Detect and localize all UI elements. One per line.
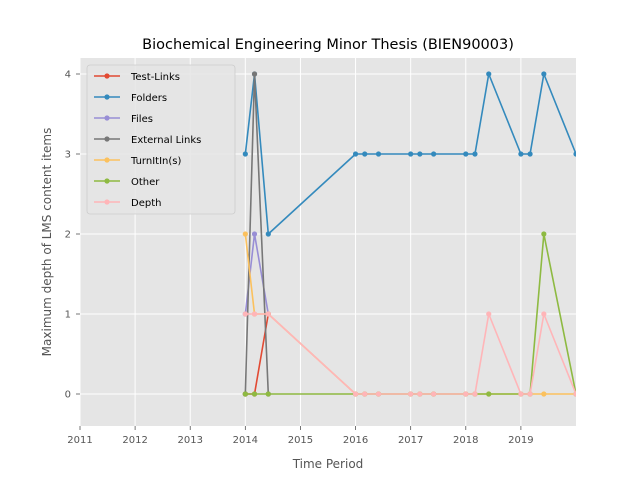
- legend-label: Files: [131, 114, 153, 125]
- legend-swatch-marker: [104, 115, 110, 121]
- legend-swatch-marker: [104, 178, 110, 184]
- y-tick-label: 1: [65, 310, 71, 321]
- data-point: [417, 391, 423, 397]
- y-tick-label: 0: [65, 390, 71, 401]
- data-point: [463, 391, 469, 397]
- data-point: [486, 71, 492, 77]
- data-point: [362, 151, 368, 157]
- legend-swatch-marker: [104, 136, 110, 142]
- data-point: [463, 151, 469, 157]
- data-point: [573, 391, 576, 397]
- legend-swatch-marker: [104, 199, 110, 205]
- legend-label: TurnItIn(s): [130, 156, 181, 167]
- data-point: [251, 71, 258, 77]
- data-point: [362, 391, 368, 397]
- series-depth: [242, 311, 576, 397]
- data-point: [251, 391, 258, 397]
- data-point: [417, 151, 423, 157]
- x-tick-label: 2015: [288, 435, 313, 446]
- data-point: [541, 391, 547, 397]
- data-point: [352, 391, 359, 397]
- data-point: [527, 391, 533, 397]
- data-point: [251, 231, 258, 237]
- data-point: [431, 151, 437, 157]
- data-point: [242, 311, 248, 317]
- data-point: [573, 151, 576, 157]
- legend-box: [86, 64, 236, 215]
- y-tick-label: 2: [65, 230, 71, 241]
- x-axis-label: Time Period: [292, 457, 364, 471]
- series-line: [245, 313, 576, 395]
- y-tick-label: 3: [65, 150, 71, 161]
- y-axis-label: Maximum depth of LMS content items: [40, 128, 54, 357]
- data-point: [541, 231, 547, 237]
- x-tick-label: 2019: [508, 435, 533, 446]
- chart-title: Biochemical Engineering Minor Thesis (BI…: [142, 37, 514, 53]
- data-point: [242, 391, 248, 397]
- x-tick-label: 2014: [233, 435, 258, 446]
- x-tick-label: 2016: [343, 435, 368, 446]
- y-axis-ticks: 0 1 2 3 4: [65, 70, 80, 401]
- data-point: [251, 311, 258, 317]
- legend-item: Files: [94, 114, 153, 125]
- data-point: [375, 151, 382, 157]
- data-point: [265, 311, 271, 317]
- data-point: [242, 151, 248, 157]
- y-tick-label: 4: [65, 70, 71, 81]
- x-tick-label: 2013: [177, 435, 202, 446]
- legend-label: Other: [131, 177, 160, 188]
- data-point: [375, 391, 382, 397]
- legend-label: Depth: [131, 198, 161, 209]
- data-point: [472, 151, 478, 157]
- data-point: [265, 391, 271, 397]
- data-point: [541, 71, 547, 77]
- data-point: [486, 311, 492, 317]
- data-point: [352, 151, 359, 157]
- legend-swatch-marker: [104, 94, 110, 100]
- data-point: [472, 391, 478, 397]
- series-folders: [242, 71, 576, 237]
- x-tick-label: 2018: [453, 435, 478, 446]
- legend-swatch-marker: [104, 157, 110, 163]
- legend-item: External Links: [94, 135, 201, 146]
- x-tick-label: 2011: [67, 435, 92, 446]
- data-point: [265, 231, 271, 237]
- legend: Test-Links Folders Files External Links Turn…: [86, 64, 236, 215]
- legend-swatch-marker: [104, 73, 110, 79]
- x-axis-ticks: 2011 2012 2013 2014 2015 2016 2017 2018 2019: [67, 426, 534, 446]
- series-line: [244, 73, 576, 235]
- data-point: [541, 311, 547, 317]
- legend-label: Folders: [131, 93, 167, 104]
- data-point: [527, 151, 533, 157]
- legend-item: Test-Links: [94, 72, 180, 83]
- legend-label: External Links: [131, 135, 201, 146]
- x-tick-label: 2017: [398, 435, 423, 446]
- data-point: [408, 391, 414, 397]
- data-point: [408, 151, 414, 157]
- legend-label: Test-Links: [130, 72, 180, 83]
- legend-item: Depth: [94, 198, 161, 209]
- x-tick-label: 2012: [122, 435, 147, 446]
- data-point: [242, 231, 248, 237]
- data-point: [518, 151, 524, 157]
- data-point: [486, 391, 492, 397]
- legend-item: Folders: [94, 93, 167, 104]
- legend-item: TurnItIn(s): [94, 156, 181, 167]
- data-point: [518, 391, 524, 397]
- series-layer: [242, 71, 576, 397]
- legend-item: Other: [94, 177, 160, 188]
- data-point: [431, 391, 437, 397]
